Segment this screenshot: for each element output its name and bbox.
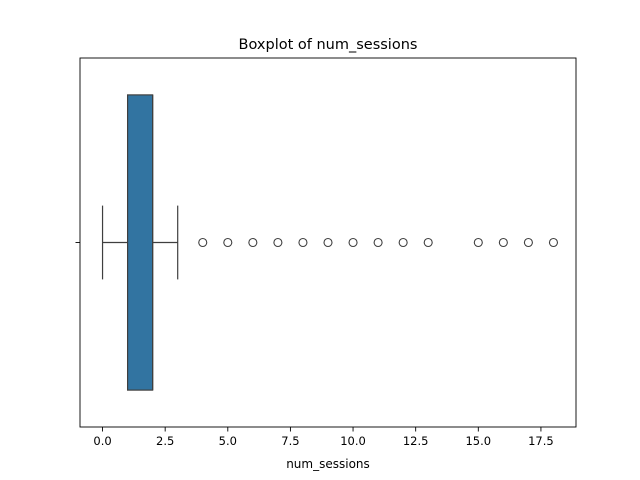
x-tick-label: 5.0: [219, 434, 237, 448]
outlier-point: [548, 237, 559, 248]
x-tick-label: 10.0: [340, 434, 366, 448]
outlier-point: [423, 237, 433, 248]
x-tick-label: 7.5: [281, 434, 299, 448]
outlier-point: [248, 237, 258, 248]
x-tick-label: 0.0: [93, 434, 111, 448]
outlier-point: [198, 237, 208, 248]
box-element: [101, 94, 179, 391]
outlier-point: [348, 237, 358, 248]
x-tick-label: 17.5: [528, 434, 554, 448]
x-tick-label: 12.5: [403, 434, 429, 448]
outlier-point: [473, 237, 483, 248]
outlier-point: [398, 237, 408, 248]
outlier-point: [273, 237, 283, 248]
outlier-point: [498, 237, 508, 248]
x-axis: 0.0 2.5 5.0 7.5 10.0 12.5 15.0 17.5: [93, 427, 554, 448]
outlier-points: [198, 237, 559, 248]
x-tick-label: 2.5: [156, 434, 174, 448]
chart-title: Boxplot of num_sessions: [239, 37, 418, 53]
outlier-point: [523, 237, 533, 248]
iqr-box: [126, 94, 154, 391]
outlier-point: [373, 237, 383, 248]
outlier-point: [323, 237, 333, 248]
x-axis-label: num_sessions: [286, 457, 370, 471]
outlier-point: [223, 237, 233, 248]
outlier-point: [298, 237, 308, 248]
x-tick-label: 15.0: [465, 434, 491, 448]
